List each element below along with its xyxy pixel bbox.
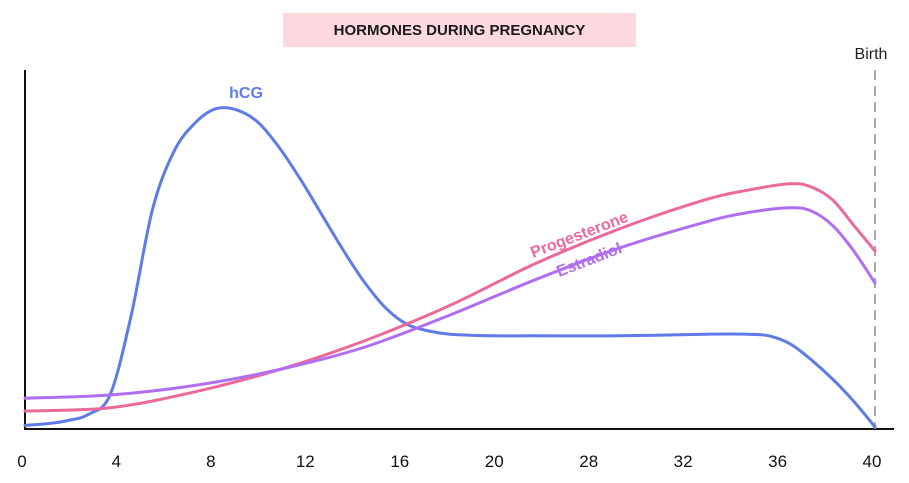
x-tick-label: 32 [674,452,693,471]
x-tick-label: 0 [17,452,26,471]
x-tick-label: 40 [863,452,882,471]
x-tick-label: 4 [112,452,121,471]
x-tick-label: 20 [485,452,504,471]
x-tick-label: 12 [296,452,315,471]
x-tick-label: 16 [390,452,409,471]
series-line-progesterone [23,182,877,413]
x-tick-label: 8 [206,452,215,471]
series-line-hcg [23,106,877,429]
x-tick-label: 28 [579,452,598,471]
series-group [23,106,877,429]
birth-label: Birth [855,46,888,63]
x-tick-label: 36 [768,452,787,471]
x-tick-labels: 0 4 8 12 16 20 28 32 36 40 [17,452,881,471]
chart-title: HORMONES DURING PREGNANCY [283,13,636,47]
series-label-hcg: hCG [229,85,263,102]
series-line-estradiol [23,206,877,400]
